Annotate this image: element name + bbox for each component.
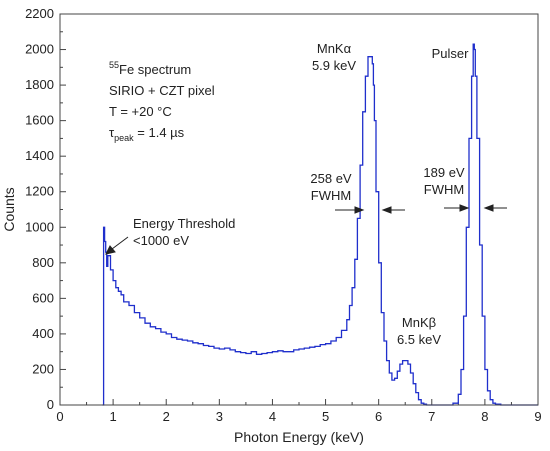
- x-tick-label: 4: [269, 409, 276, 424]
- fwhm1-label: FWHM: [311, 188, 351, 203]
- spectrum-title-sup: 55: [109, 60, 119, 70]
- y-tick-label: 0: [47, 397, 54, 412]
- temperature-label: T = +20 °C: [109, 104, 172, 119]
- mnkb-line2: 6.5 keV: [397, 332, 441, 347]
- y-tick-label: 1200: [25, 184, 54, 199]
- x-tick-label: 6: [375, 409, 382, 424]
- x-tick-label: 2: [163, 409, 170, 424]
- x-tick-label: 0: [56, 409, 63, 424]
- mnka-line2: 5.9 keV: [312, 58, 356, 73]
- y-tick-label: 1000: [25, 219, 54, 234]
- x-tick-label: 1: [109, 409, 116, 424]
- fwhm2-label: FWHM: [424, 182, 464, 197]
- fwhm2-value: 189 eV: [423, 165, 465, 180]
- spectrum-line: [102, 43, 538, 406]
- threshold-arrow-line: [111, 236, 129, 250]
- y-tick-label: 2000: [25, 42, 54, 57]
- y-axis-title: Counts: [1, 187, 17, 231]
- mnkb-line1: MnKβ: [402, 315, 436, 330]
- tau-label: τpeak = 1.4 µs: [109, 125, 185, 143]
- threshold-line2: <1000 eV: [133, 233, 189, 248]
- mnka-line1: MnKα: [317, 41, 352, 56]
- x-tick-label: 8: [481, 409, 488, 424]
- spectrum-title-main: Fe spectrum: [119, 62, 191, 77]
- x-axis-title: Photon Energy (keV): [234, 429, 364, 445]
- y-tick-label: 2200: [25, 6, 54, 21]
- tau-sub: peak: [114, 133, 134, 143]
- y-tick-label: 200: [32, 361, 54, 376]
- spectrum-title: 55Fe spectrum: [109, 60, 191, 77]
- tau-symbol: τ: [109, 125, 115, 140]
- y-tick-label: 600: [32, 290, 54, 305]
- x-tick-label: 3: [216, 409, 223, 424]
- tau-value: = 1.4 µs: [134, 125, 185, 140]
- plot-frame: [59, 13, 539, 406]
- annotations: 55Fe spectrum SIRIO + CZT pixel T = +20 …: [109, 41, 469, 347]
- x-tick-label: 7: [428, 409, 435, 424]
- y-tick-label: 1800: [25, 77, 54, 92]
- detector-label: SIRIO + CZT pixel: [109, 83, 215, 98]
- annotation-fwhm-arrows: [105, 204, 507, 255]
- x-tick-label: 9: [534, 409, 541, 424]
- fwhm2-left-arrow-head: [459, 204, 470, 212]
- y-tick-label: 1600: [25, 113, 54, 128]
- y-tick-label: 800: [32, 255, 54, 270]
- fwhm1-value: 258 eV: [310, 171, 352, 186]
- fwhm1-left-arrow-head: [354, 206, 365, 214]
- threshold-line1: Energy Threshold: [133, 216, 235, 231]
- y-tick-label: 1400: [25, 148, 54, 163]
- threshold-arrow-head: [105, 245, 116, 255]
- fwhm1-right-arrow-head: [381, 206, 392, 214]
- x-tick-label: 5: [322, 409, 329, 424]
- pulser-label: Pulser: [432, 46, 470, 61]
- fwhm2-right-arrow-head: [483, 204, 494, 212]
- y-tick-label: 400: [32, 326, 54, 341]
